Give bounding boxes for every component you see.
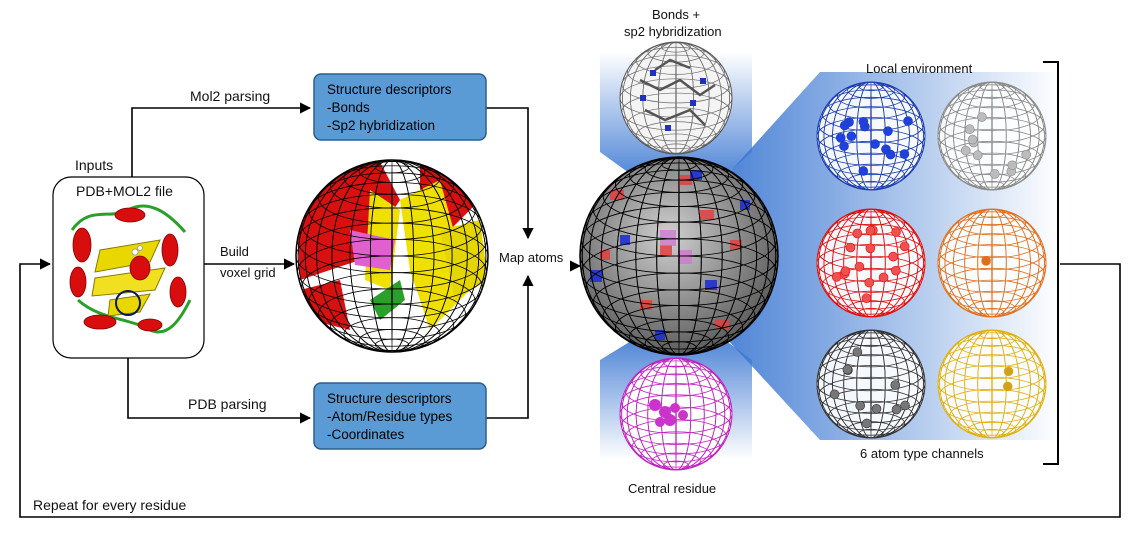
central-residue-sphere bbox=[619, 357, 733, 471]
channel-gray-sphere bbox=[937, 81, 1047, 191]
build-label-line1: Build bbox=[220, 244, 249, 259]
channel-blue-sphere bbox=[816, 81, 926, 191]
mol2-box-item-bonds: -Bonds bbox=[327, 100, 370, 115]
pdb-parsing-label: PDB parsing bbox=[188, 396, 267, 412]
voxel-grid-sphere bbox=[295, 159, 489, 353]
bonds-sphere bbox=[619, 41, 733, 155]
map-atoms-label: Map atoms bbox=[499, 250, 564, 265]
mol2-descriptor-box: Structure descriptors -Bonds -Sp2 hybrid… bbox=[313, 73, 487, 141]
atom-channels bbox=[816, 81, 1047, 439]
arrow-mol2-to-map bbox=[486, 107, 534, 240]
inputs-file-label: PDB+MOL2 file bbox=[76, 183, 173, 199]
mol2-box-title: Structure descriptors bbox=[327, 82, 452, 97]
channels-label: 6 atom type channels bbox=[860, 446, 984, 461]
arrow-repeat-loop bbox=[19, 258, 1121, 518]
mapped-atoms-sphere bbox=[579, 156, 779, 356]
channel-red-sphere bbox=[816, 208, 926, 318]
channel-orange-sphere bbox=[937, 208, 1047, 318]
channels-bracket bbox=[1043, 61, 1059, 465]
inputs-heading: Inputs bbox=[75, 157, 113, 173]
channel-gold-sphere bbox=[937, 329, 1047, 439]
mol2-box-item-sp2: -Sp2 hybridization bbox=[327, 118, 435, 133]
arrow-pdb-to-map bbox=[486, 274, 534, 419]
bonds-label-line2: sp2 hybridization bbox=[624, 24, 722, 39]
pdb-descriptor-box: Structure descriptors -Atom/Residue type… bbox=[313, 382, 487, 450]
pdb-box-item-coords: -Coordinates bbox=[327, 427, 405, 442]
repeat-label: Repeat for every residue bbox=[33, 497, 187, 513]
central-residue-label: Central residue bbox=[628, 481, 716, 496]
pdb-box-title: Structure descriptors bbox=[327, 391, 452, 406]
channel-dark-sphere bbox=[816, 329, 926, 439]
mol2-parsing-label: Mol2 parsing bbox=[190, 88, 270, 104]
local-environment-label: Local environment bbox=[866, 61, 973, 76]
bonds-label-line1: Bonds + bbox=[652, 7, 700, 22]
protein-structure-image bbox=[69, 204, 192, 334]
build-label-line2: voxel grid bbox=[220, 265, 276, 280]
arrow-pdb-parsing bbox=[127, 358, 312, 424]
pdb-box-item-types: -Atom/Residue types bbox=[327, 409, 453, 424]
arrow-mol2-parsing bbox=[131, 102, 312, 177]
